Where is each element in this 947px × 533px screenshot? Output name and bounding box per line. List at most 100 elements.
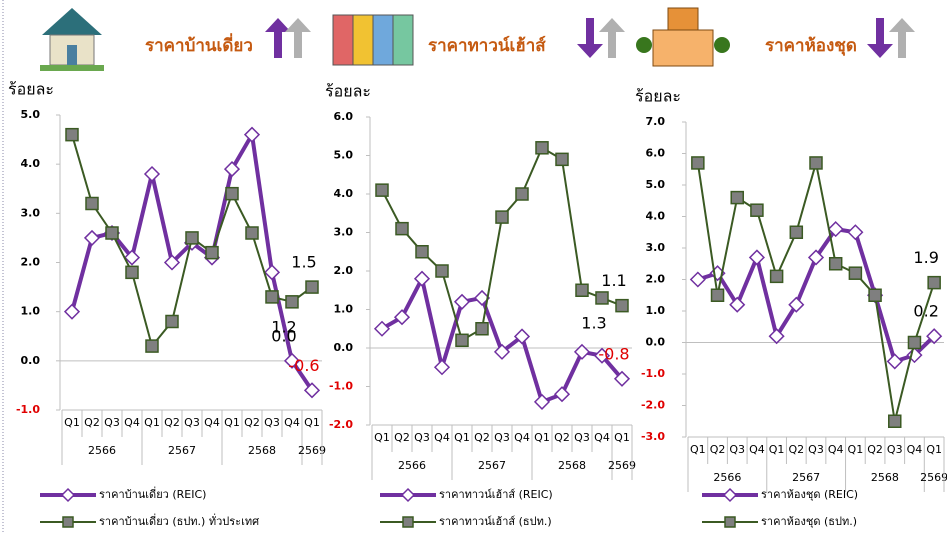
y-tick-label: -2.0: [641, 399, 665, 412]
legend-marker: [722, 487, 738, 503]
diamond-marker: [493, 343, 511, 360]
y-tick-label: 2.0: [646, 273, 666, 286]
square-marker: [595, 291, 609, 305]
diamond-marker: [373, 320, 391, 337]
tree: [636, 37, 652, 53]
diamond-marker: [613, 370, 631, 387]
y-tick-label: 3.0: [334, 226, 354, 239]
legend-marker: [60, 487, 76, 503]
house-lawn: [40, 65, 104, 71]
data-label: 0.2: [913, 302, 938, 321]
x-tick-label: Q2: [394, 431, 410, 444]
y-axis-label: ร้อยละ: [635, 87, 681, 106]
diamond-marker: [788, 296, 805, 313]
data-label: 1.2: [271, 317, 296, 336]
x-tick-label: Q4: [124, 416, 140, 429]
diamond-marker: [473, 289, 491, 307]
x-tick-label: Q2: [474, 431, 490, 444]
square-marker: [495, 210, 509, 224]
x-tick-label: Q1: [144, 416, 160, 429]
diamond-marker: [163, 254, 181, 271]
square-marker: [868, 288, 882, 302]
y-tick-label: 6.0: [334, 110, 354, 123]
diamond-marker: [748, 249, 765, 266]
square-marker: [185, 231, 199, 245]
data-label: 1.9: [913, 248, 938, 267]
x-tick-label: Q3: [494, 431, 510, 444]
diamond-marker: [283, 352, 301, 369]
townhouse: [352, 14, 374, 66]
x-group-label: 2569: [920, 471, 947, 484]
y-tick-label: 0.0: [21, 354, 41, 367]
x-group-label: 2569: [298, 444, 326, 457]
x-group-label: 2567: [168, 444, 196, 457]
legend-label: ราคาทาวน์เฮ้าส์ (ธปท.): [439, 515, 552, 528]
diamond-marker: [593, 347, 611, 364]
legend-label: ราคาบ้านเดี่ยว (REIC): [99, 486, 206, 501]
x-group-label: 2566: [398, 459, 426, 472]
trend-arrow: [285, 18, 311, 58]
x-group-label: 2568: [558, 459, 586, 472]
x-tick-label: Q1: [374, 431, 390, 444]
square-marker: [375, 183, 389, 197]
diamond-marker: [243, 126, 261, 143]
diamond-marker: [689, 271, 706, 288]
x-tick-label: Q2: [244, 416, 260, 429]
y-tick-label: 4.0: [334, 187, 354, 200]
x-tick-label: Q1: [769, 443, 785, 456]
y-tick-label: -1.0: [641, 367, 665, 380]
legend-marker: [400, 487, 416, 503]
x-tick-label: Q1: [848, 443, 864, 456]
tree: [714, 37, 730, 53]
x-tick-label: Q1: [64, 416, 80, 429]
x-group-label: 2567: [478, 459, 506, 472]
legend-marker: [62, 516, 74, 528]
x-tick-label: Q3: [264, 416, 280, 429]
chart-title: ราคาบ้านเดี่ยว: [145, 33, 253, 56]
trend-arrow: [577, 18, 603, 58]
y-tick-label: 3.0: [21, 206, 41, 219]
x-tick-label: Q3: [808, 443, 824, 456]
x-tick-label: Q4: [284, 416, 300, 429]
x-group-label: 2567: [792, 471, 820, 484]
square-marker: [455, 333, 469, 348]
diamond-marker: [223, 161, 241, 178]
x-tick-label: Q4: [828, 443, 844, 456]
y-tick-label: 6.0: [646, 147, 666, 160]
diamond-marker: [768, 328, 785, 345]
square-marker: [85, 196, 99, 211]
square-marker: [265, 290, 279, 304]
square-marker: [710, 288, 725, 302]
diamond-marker: [729, 296, 746, 313]
y-tick-label: -1.0: [16, 403, 40, 416]
x-group-label: 2568: [871, 471, 899, 484]
data-label: -0.6: [288, 356, 319, 375]
square-marker: [809, 156, 823, 170]
x-tick-label: Q1: [454, 431, 470, 444]
trend-arrow: [599, 18, 625, 58]
square-marker: [125, 265, 139, 280]
y-tick-label: 1.0: [334, 303, 354, 316]
diamond-marker: [553, 386, 571, 403]
diamond-marker: [573, 343, 591, 360]
diamond-marker: [807, 249, 825, 266]
diamond-marker: [413, 270, 431, 287]
house-roof: [42, 8, 102, 35]
diamond-marker: [513, 328, 531, 345]
x-tick-label: Q1: [534, 431, 550, 444]
x-tick-label: Q1: [690, 443, 706, 456]
x-tick-label: Q1: [224, 416, 240, 429]
square-marker: [475, 322, 489, 336]
y-tick-label: 2.0: [21, 256, 41, 269]
townhouse: [392, 14, 414, 66]
square-marker: [927, 275, 941, 290]
x-tick-label: Q2: [710, 443, 726, 456]
diamond-marker: [533, 393, 551, 410]
x-tick-label: Q1: [614, 431, 630, 444]
y-tick-label: 3.0: [646, 241, 666, 254]
square-marker: [435, 264, 449, 278]
x-tick-label: Q3: [887, 443, 903, 456]
series-line: [697, 226, 936, 364]
x-group-label: 2569: [608, 459, 636, 472]
